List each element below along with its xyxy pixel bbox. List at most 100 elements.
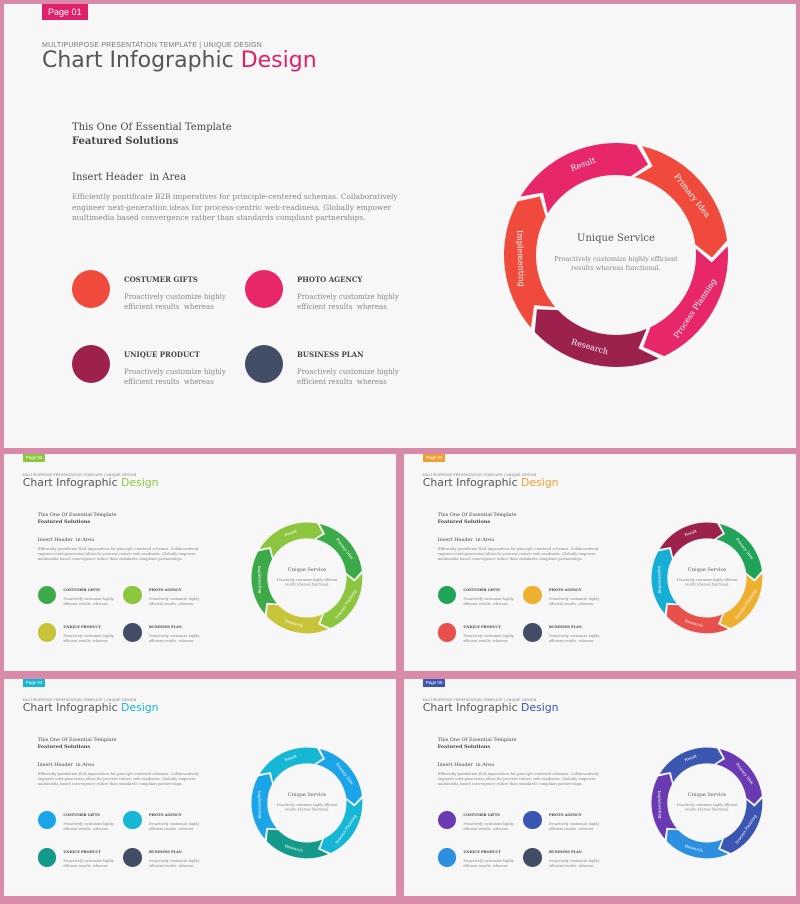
feature-desc: Proactively customize highly efficient r…: [463, 596, 515, 606]
cycle-segment: [251, 774, 277, 840]
cycle-segment: [666, 605, 729, 634]
feature-desc: Proactively customize highly efficient r…: [149, 821, 201, 831]
cycle-segment-label: Result: [684, 753, 698, 762]
page-tag: Page 02: [22, 454, 46, 462]
cycle-segment: [651, 774, 677, 840]
cycle-segment-label: Research: [684, 618, 704, 628]
slide-title: Chart Infographic Design: [23, 701, 159, 714]
subtitle-bold: Featured Solutions: [72, 136, 179, 147]
feature-circle: [523, 810, 543, 830]
feature-circle: [437, 622, 457, 642]
cycle-segment: [316, 749, 362, 805]
subtitle-bold: Featured Solutions: [37, 519, 91, 526]
slide-title: Chart Infographic Design: [423, 701, 559, 714]
title-accent: Design: [121, 475, 159, 489]
section-header: Insert Header in Area: [437, 762, 495, 769]
feature-circle: [37, 622, 57, 642]
feature-desc: Proactively customize highly efficient r…: [149, 633, 201, 643]
title-main: Chart Infographic: [22, 475, 118, 489]
cycle-center-desc: Proactively customize highly efficient re…: [676, 803, 738, 811]
title-accent: Design: [521, 475, 559, 489]
feature-circle: [123, 810, 143, 830]
cycle-center-desc: Proactively customize highly efficient re…: [554, 255, 678, 272]
cycle-segment-label: Research: [684, 843, 704, 853]
cycle-center-title: Unique Service: [288, 567, 327, 573]
cycle-segment: [320, 798, 363, 854]
cycle-segment: [320, 573, 363, 629]
feature-circle: [245, 270, 283, 308]
feature-title: BUSINESS PLAN: [149, 625, 182, 630]
body-paragraph: Efficiently pontificate B2B imperatives …: [37, 547, 199, 562]
slide-title: Chart Infographic Design: [42, 48, 317, 73]
subtitle-bold: Featured Solutions: [437, 744, 491, 751]
cycle-segment-label: Result: [284, 753, 298, 762]
cycle-segment: [716, 749, 762, 805]
cycle-segment: [720, 798, 763, 854]
feature-desc: Proactively customize highly efficient r…: [549, 821, 601, 831]
cycle-segment: [266, 605, 329, 634]
feature-circle: [72, 270, 110, 308]
feature-title: PHOTO AGENCY: [549, 588, 582, 593]
feature-title: COSTUMER GIFTS: [63, 813, 100, 818]
cycle-segment: [504, 196, 556, 328]
title-main: Chart Infographic: [42, 48, 234, 73]
feature-circle: [523, 847, 543, 867]
feature-desc: Proactively customize highly efficient r…: [149, 858, 201, 868]
feature-desc: Proactively customize highly efficient r…: [124, 293, 229, 311]
feature-desc: Proactively customize highly efficient r…: [549, 633, 601, 643]
cycle-segment: [251, 549, 277, 615]
cycle-segment: [316, 524, 362, 580]
slide-3: Page 03 MULTIPURPOSE PRESENTATION TEMPLA…: [404, 454, 796, 671]
cycle-segment: [634, 146, 728, 258]
feature-title: UNIQUE PRODUCT: [124, 350, 200, 359]
feature-title: COSTUMER GIFTS: [463, 588, 500, 593]
body-paragraph: Efficiently pontificate B2B imperatives …: [437, 547, 599, 562]
subtitle-bold: Featured Solutions: [437, 519, 491, 526]
cycle-segment: [534, 309, 659, 367]
section-header: Insert Header in Area: [437, 537, 495, 544]
cycle-segment: [666, 830, 729, 859]
cycle-segment-label: Implementing: [257, 791, 263, 820]
cycle-segment-label: Implementing: [515, 230, 526, 287]
feature-title: BUSINESS PLAN: [549, 625, 582, 630]
page-tag: Page 01: [42, 4, 88, 20]
title-accent: Design: [240, 48, 317, 73]
feature-title: PHOTO AGENCY: [549, 813, 582, 818]
feature-desc: Proactively customize highly efficient r…: [63, 596, 115, 606]
page-tag: Page 03: [422, 454, 446, 462]
feature-title: COSTUMER GIFTS: [124, 275, 198, 284]
feature-title: UNIQUE PRODUCT: [463, 850, 501, 855]
subtitle: This One Of Essential Template: [437, 737, 517, 744]
subtitle: This One Of Essential Template: [37, 512, 117, 519]
feature-circle: [123, 847, 143, 867]
cycle-segment-label: Result: [684, 528, 698, 537]
section-header: Insert Header in Area: [37, 762, 95, 769]
cycle-center-title: Unique Service: [688, 792, 727, 798]
feature-title: UNIQUE PRODUCT: [63, 625, 101, 630]
page-tag: Page 04: [22, 679, 46, 687]
cycle-segment: [643, 246, 728, 357]
feature-desc: Proactively customize highly efficient r…: [63, 858, 115, 868]
feature-title: COSTUMER GIFTS: [63, 588, 100, 593]
feature-title: UNIQUE PRODUCT: [463, 625, 501, 630]
title-main: Chart Infographic: [422, 700, 518, 714]
feature-desc: Proactively customize highly efficient r…: [549, 858, 601, 868]
feature-desc: Proactively customize highly efficient r…: [63, 821, 115, 831]
feature-title: COSTUMER GIFTS: [463, 813, 500, 818]
feature-circle: [245, 345, 283, 383]
feature-circle: [37, 847, 57, 867]
feature-title: BUSINESS PLAN: [549, 850, 582, 855]
body-paragraph: Efficiently pontificate B2B imperatives …: [37, 772, 199, 787]
slide-eyebrow: MULTIPURPOSE PRESENTATION TEMPLATE | UNI…: [22, 697, 137, 702]
feature-title: BUSINESS PLAN: [149, 850, 182, 855]
cycle-segment-label: Research: [284, 843, 304, 853]
title-main: Chart Infographic: [422, 475, 518, 489]
cycle-segment: [259, 747, 323, 783]
feature-desc: Proactively customize highly efficient r…: [297, 293, 402, 311]
feature-desc: Proactively customize highly efficient r…: [463, 633, 515, 643]
cycle-segment: [659, 522, 723, 558]
cycle-segment: [651, 549, 677, 615]
slide-title: Chart Infographic Design: [423, 476, 559, 489]
